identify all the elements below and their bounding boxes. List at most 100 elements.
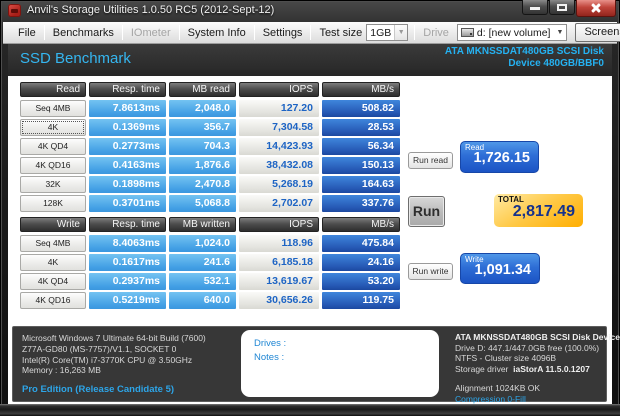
table-row: 4K 0.1369ms 356.7 7,304.58 28.53 [20,119,400,136]
mb-read-cell: 5,068.8 [169,195,236,212]
resp-time-cell: 0.4163ms [89,157,166,174]
dropdown-arrow-icon[interactable]: ▼ [394,25,408,40]
run-button[interactable]: Run [408,196,445,227]
mbs-cell: 56.34 [322,138,400,155]
toolbar-separator [414,25,416,40]
system-info-block: Microsoft Windows 7 Ultimate 64-bit Buil… [22,333,206,376]
write-score-badge: Write 1,091.34 [460,253,540,284]
mb-written-cell: 1,024.0 [169,235,236,252]
mb-read-cell: 704.3 [169,138,236,155]
mbs-cell: 337.76 [322,195,400,212]
iops-cell: 6,185.18 [239,254,319,271]
mbs-cell: 119.75 [322,292,400,309]
close-button[interactable] [576,0,616,17]
resp-time-cell: 8.4063ms [89,235,166,252]
menu-settings[interactable]: Settings [262,26,303,39]
column-header: IOPS [239,82,319,97]
disk-filesystem: NTFS - Cluster size 4096B [455,353,557,364]
table-row: Seq 4MB 7.8613ms 2,048.0 127.20 508.82 [20,100,400,117]
mbs-cell: 164.63 [322,176,400,193]
write-score-label: Write [465,255,484,264]
table-row: 4K QD4 0.2937ms 532.1 13,619.67 53.20 [20,273,400,290]
table-row: 4K QD4 0.2773ms 704.3 14,423.93 56.34 [20,138,400,155]
minimize-button[interactable] [522,0,548,15]
resp-time-cell: 0.1617ms [89,254,166,271]
device-line2: Device 480GB/BBF0 [508,58,604,69]
table-row: 4K QD16 0.5219ms 640.0 30,656.26 119.75 [20,292,400,309]
notes-panel[interactable]: Drives : Notes : [241,330,439,397]
row-label-button[interactable]: 128K [20,195,86,212]
row-label-button[interactable]: Seq 4MB [20,100,86,117]
mb-written-cell: 640.0 [169,292,236,309]
column-header: Write [20,217,86,232]
row-label-button[interactable]: 4K QD16 [20,157,86,174]
table-row: 4K 0.1617ms 241.6 6,185.18 24.16 [20,254,400,271]
screenshot-button[interactable]: Screenshot [575,23,620,42]
alignment-line: Alignment 1024KB OK [455,383,541,393]
row-label-button[interactable]: 4K QD4 [20,273,86,290]
benchmark-header: SSD Benchmark ATA MKNSSDAT480GB SCSI Dis… [8,44,612,76]
dropdown-arrow-icon[interactable]: ▼ [556,29,564,36]
window-title: Anvil's Storage Utilities 1.0.50 RC5 (20… [27,4,275,16]
cpu-line: Intel(R) Core(TM) i7-3770K CPU @ 3.50GHz [22,354,193,365]
row-label-button[interactable]: 4K QD16 [20,292,86,309]
table-row: 4K QD16 0.4163ms 1,876.6 38,432.08 150.1… [20,157,400,174]
run-write-button[interactable]: Run write [408,263,453,280]
read-table-header: Read Resp. time MB read IOPS MB/s [20,82,400,97]
mbs-cell: 475.84 [322,235,400,252]
menu-benchmarks[interactable]: Benchmarks [52,26,114,39]
disk-name: ATA MKNSSDAT480GB SCSI Disk Device [455,332,620,342]
disk-info-block: ATA MKNSSDAT480GB SCSI Disk Device Drive… [455,332,620,374]
mb-written-cell: 241.6 [169,254,236,271]
drive-select[interactable]: d: [new volume] ▼ [456,24,568,41]
disk-driver-line: Storage driver iaStorA 11.5.0.1207 [455,363,590,374]
os-line: Microsoft Windows 7 Ultimate 64-bit Buil… [22,333,206,343]
table-row: 128K 0.3701ms 5,068.8 2,702.07 337.76 [20,195,400,212]
menu-file[interactable]: File [18,26,36,39]
run-read-button[interactable]: Run read [408,152,453,169]
status-footer: Microsoft Windows 7 Ultimate 64-bit Buil… [12,326,620,404]
total-score-label: TOTAL [498,195,524,204]
mb-read-cell: 2,470.8 [169,176,236,193]
mbs-cell: 24.16 [322,254,400,271]
read-score-badge: Read 1,726.15 [460,141,539,173]
disk-extra-block: Alignment 1024KB OK Compression 0-Fill [455,383,540,404]
title-bar[interactable]: Anvil's Storage Utilities 1.0.50 RC5 (20… [0,0,620,22]
toolbar-separator [178,25,180,40]
device-line1: ATA MKNSSDAT480GB SCSI Disk [444,46,604,57]
column-header: MB read [169,82,236,97]
maximize-button[interactable] [549,0,575,15]
toolbar-separator [253,25,255,40]
total-score-badge: TOTAL 2,817.49 [494,194,583,227]
column-header: IOPS [239,217,319,232]
maximize-icon [557,4,567,11]
column-header: MB/s [322,82,400,97]
drive-icon [460,28,474,37]
iops-cell: 118.96 [239,235,319,252]
row-label-button[interactable]: Seq 4MB [20,235,86,252]
iops-cell: 7,304.58 [239,119,319,136]
column-header: Resp. time [89,82,166,97]
row-label-button[interactable]: 4K QD4 [20,138,86,155]
disk-capacity: Drive D: 447.1/447.0GB free (100.0%) [455,342,600,353]
motherboard-line: Z77A-GD80 (MS-7757)/V1.1, SOCKET 0 [22,343,177,354]
mb-read-cell: 1,876.6 [169,157,236,174]
row-label-button[interactable]: 4K [20,254,86,271]
table-row: 32K 0.1898ms 2,470.8 5,268.19 164.63 [20,176,400,193]
toolbar-separator [43,25,45,40]
row-label-button[interactable]: 32K [20,176,86,193]
drive-label: Drive [423,26,449,39]
menu-system-info[interactable]: System Info [187,26,246,39]
toolbar-separator [121,25,123,40]
iops-cell: 13,619.67 [239,273,319,290]
minimize-icon [530,7,540,10]
test-size-select[interactable]: 1GB ▼ [366,24,409,41]
mb-written-cell: 532.1 [169,273,236,290]
column-header: Resp. time [89,217,166,232]
mbs-cell: 53.20 [322,273,400,290]
toolbar-separator [310,25,312,40]
write-score-value: 1,091.34 [474,262,531,278]
drive-value: d: [new volume] [476,26,551,39]
row-label-button[interactable]: 4K [20,119,86,136]
resp-time-cell: 0.2937ms [89,273,166,290]
